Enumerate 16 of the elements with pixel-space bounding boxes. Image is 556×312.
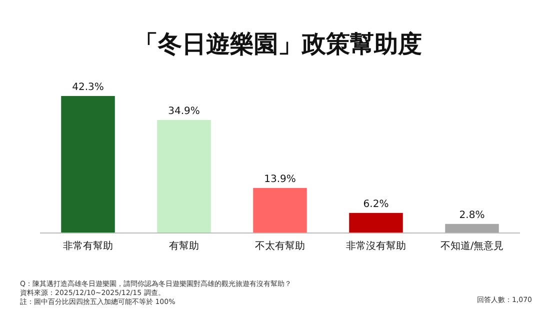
data-label: 2.8%	[459, 210, 485, 221]
data-label: 13.9%	[264, 174, 296, 185]
x-tick-label: 不知道/無意見	[440, 240, 504, 252]
bar	[157, 120, 211, 233]
x-tick-label: 非常有幫助	[63, 240, 113, 252]
data-label: 34.9%	[168, 106, 200, 117]
bar	[349, 212, 403, 233]
bar	[61, 96, 115, 233]
x-tick-label: 非常沒有幫助	[346, 240, 406, 252]
x-tick-label: 有幫助	[169, 240, 199, 252]
chart-title: 「冬日遊樂園」政策幫助度	[134, 30, 422, 58]
data-label: 42.3%	[72, 82, 104, 93]
data-label: 6.2%	[363, 198, 389, 210]
bar	[253, 188, 307, 233]
x-tick-label: 不太有幫助	[255, 240, 305, 252]
bar	[445, 224, 499, 233]
